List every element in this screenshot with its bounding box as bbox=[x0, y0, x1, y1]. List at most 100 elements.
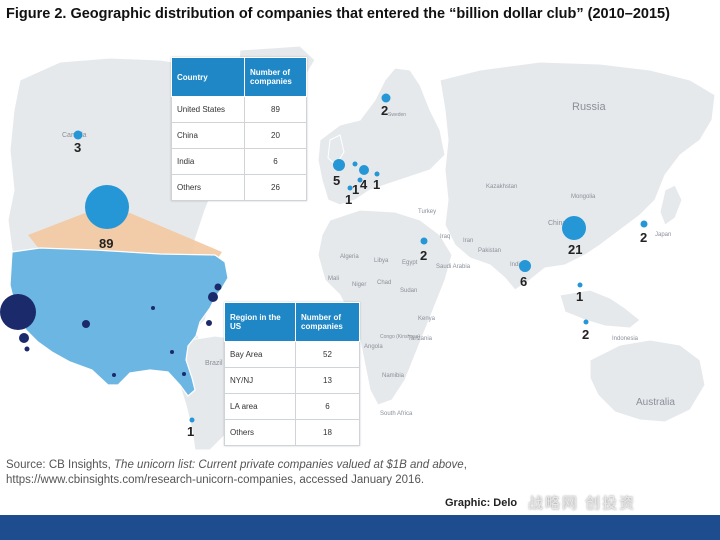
table-cell: NY/NJ bbox=[224, 367, 296, 394]
map-svg: Russia Canada Brazil Australia Kazakhsta… bbox=[0, 45, 716, 450]
region-labels: Russia Canada Brazil Australia Kazakhsta… bbox=[62, 101, 675, 417]
bubble-label: 2 bbox=[582, 327, 589, 342]
colorado-dot bbox=[82, 320, 90, 328]
table-row: Others 18 bbox=[224, 419, 360, 446]
landmass-europe bbox=[317, 67, 446, 206]
region-label: Namibia bbox=[382, 373, 405, 379]
table-cell: Others bbox=[171, 174, 245, 201]
dc-dot bbox=[206, 320, 212, 326]
bubble-label: 6 bbox=[520, 274, 527, 289]
landmass-asia bbox=[439, 61, 716, 291]
bubble-czech bbox=[374, 171, 380, 177]
region-label: Saudi Arabia bbox=[436, 264, 471, 270]
bubble-label: 1 bbox=[345, 192, 352, 207]
source-prefix: Source: CB Insights, bbox=[6, 459, 115, 471]
footer-bar bbox=[0, 515, 720, 540]
bubble-canada bbox=[73, 130, 83, 140]
table-cell: United States bbox=[171, 96, 245, 123]
region-label: Mali bbox=[328, 276, 339, 282]
bubble-israel bbox=[420, 237, 428, 245]
region-label: Russia bbox=[572, 101, 607, 113]
bubble-label: 3 bbox=[74, 140, 81, 155]
table-cell: 89 bbox=[244, 96, 307, 123]
bubble-label: 1 bbox=[576, 289, 583, 304]
landmass-southeast-asia bbox=[559, 289, 641, 329]
table-row: India 6 bbox=[171, 148, 307, 175]
world-map: Russia Canada Brazil Australia Kazakhsta… bbox=[0, 40, 720, 450]
texas-dot bbox=[112, 373, 116, 377]
table-cell: 20 bbox=[244, 122, 307, 149]
region-label: Angola bbox=[364, 344, 383, 350]
table-cell: 18 bbox=[295, 419, 360, 446]
bubble-uk bbox=[333, 159, 345, 171]
bubble-label: 2 bbox=[420, 248, 427, 263]
region-label: Indonesia bbox=[612, 336, 639, 342]
country-table: Country Number of companies United State… bbox=[171, 57, 307, 201]
chicago-dot bbox=[151, 306, 155, 310]
region-label: Libya bbox=[374, 258, 389, 264]
bubble-indonesia bbox=[583, 319, 589, 325]
region-label: Chad bbox=[377, 280, 391, 286]
bubble-thailand bbox=[577, 282, 583, 288]
region-label: China bbox=[548, 220, 566, 227]
source-suffix: , bbox=[463, 459, 467, 471]
table-header-row: Region in the US Number of companies bbox=[224, 302, 360, 342]
region-label: Iran bbox=[463, 238, 473, 244]
country-bubbles: 3 89 2 5 1 4 1 1 2 21 2 6 1 2 1 bbox=[73, 93, 648, 439]
bubble-label: 4 bbox=[360, 177, 368, 192]
region-label: Pakistan bbox=[478, 248, 501, 254]
watermark: 战略网 创投资 bbox=[528, 495, 637, 512]
table-cell: 52 bbox=[295, 341, 360, 368]
table-row: LA area 6 bbox=[224, 393, 360, 420]
us-map bbox=[9, 247, 229, 397]
landmass-africa bbox=[317, 209, 453, 406]
bubble-label: 21 bbox=[568, 242, 582, 257]
region-label: Sweden bbox=[388, 112, 406, 118]
bubble-chile bbox=[189, 417, 195, 423]
bubble-usa bbox=[85, 185, 129, 229]
region-label: South Africa bbox=[380, 411, 413, 417]
source-url: https://www.cbinsights.com/research-unic… bbox=[6, 474, 425, 486]
bay-area-dot bbox=[0, 294, 36, 330]
table-cell: China bbox=[171, 122, 245, 149]
landmass-japan bbox=[659, 184, 683, 226]
region-label: Japan bbox=[655, 232, 671, 238]
table-row: Bay Area 52 bbox=[224, 341, 360, 368]
table-cell: India bbox=[171, 148, 245, 175]
bubble-label: 89 bbox=[99, 236, 113, 251]
region-label: Tanzania bbox=[408, 336, 433, 342]
us-region-table: Region in the US Number of companies Bay… bbox=[224, 302, 360, 446]
bubble-label: 2 bbox=[381, 103, 388, 118]
nyc-dot bbox=[208, 292, 218, 302]
region-label: Congo (Kinshasa) bbox=[380, 334, 420, 340]
region-label: Kazakhstan bbox=[486, 184, 517, 190]
table-header-row: Country Number of companies bbox=[171, 57, 307, 97]
region-label: India bbox=[510, 262, 524, 268]
bubble-korea bbox=[640, 220, 648, 228]
bubble-label: 5 bbox=[333, 173, 340, 188]
bubble-china bbox=[562, 216, 586, 240]
region-label: Australia bbox=[636, 397, 675, 408]
table-cell: 6 bbox=[295, 393, 360, 420]
san-diego-dot bbox=[24, 346, 30, 352]
figure-title: Figure 2. Geographic distribution of com… bbox=[6, 6, 670, 22]
table-row: NY/NJ 13 bbox=[224, 367, 360, 394]
region-label: Brazil bbox=[205, 360, 223, 367]
region-label: Algeria bbox=[340, 254, 359, 260]
table-header: Region in the US bbox=[224, 302, 296, 342]
table-cell: Others bbox=[224, 419, 296, 446]
table-cell: Bay Area bbox=[224, 341, 296, 368]
boston-dot bbox=[214, 283, 222, 291]
region-label: Turkey bbox=[418, 209, 436, 215]
region-label: Egypt bbox=[402, 260, 418, 266]
table-cell: 13 bbox=[295, 367, 360, 394]
us-city-dots bbox=[0, 283, 222, 377]
table-cell: LA area bbox=[224, 393, 296, 420]
table-row: China 20 bbox=[171, 122, 307, 149]
table-cell: 6 bbox=[244, 148, 307, 175]
region-label: Mongolia bbox=[571, 194, 596, 200]
landmass-australia bbox=[589, 339, 706, 423]
table-cell: 26 bbox=[244, 174, 307, 201]
bubble-label: 1 bbox=[352, 182, 359, 197]
la-dot bbox=[19, 333, 29, 343]
